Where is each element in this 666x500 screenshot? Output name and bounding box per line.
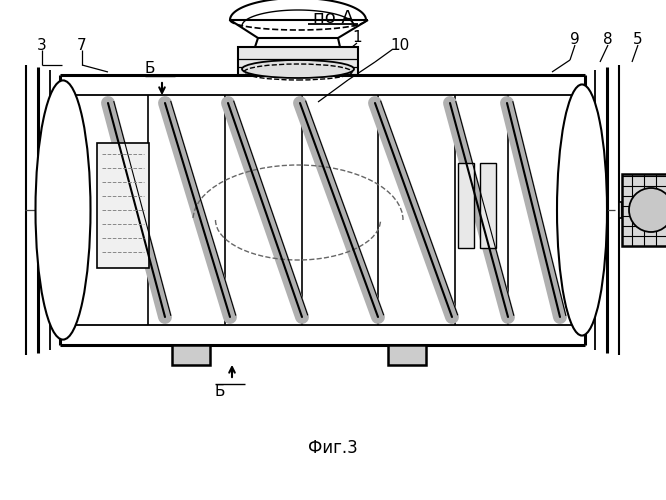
Ellipse shape	[242, 60, 354, 78]
Circle shape	[629, 188, 666, 232]
Ellipse shape	[35, 80, 91, 340]
Text: Б: Б	[214, 384, 225, 399]
Ellipse shape	[557, 84, 607, 336]
Text: 10: 10	[390, 38, 410, 52]
Bar	[172, 345, 210, 365]
Text: 5: 5	[633, 32, 643, 48]
Text: Фиг.3: Фиг.3	[308, 439, 358, 457]
Bar	[238, 47, 358, 75]
Text: по А: по А	[312, 9, 354, 27]
Bar	[619, 202, 622, 218]
Bar	[622, 174, 666, 246]
Bar	[388, 345, 426, 365]
Text: 7: 7	[77, 38, 87, 52]
Bar	[97, 143, 149, 268]
Text: 9: 9	[570, 32, 580, 48]
Text: 8: 8	[603, 32, 613, 48]
Text: 3: 3	[37, 38, 47, 52]
Text: 1: 1	[352, 30, 362, 46]
Bar	[480, 163, 496, 248]
Bar	[458, 163, 474, 248]
Text: Б: Б	[145, 61, 155, 76]
